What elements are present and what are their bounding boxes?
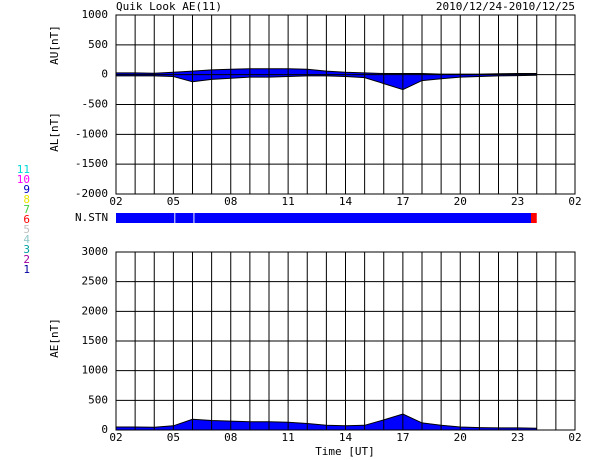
plot-frame [115, 14, 576, 195]
nstn-label: N.STN [75, 211, 108, 224]
y-tick-label: -2000 [75, 187, 108, 200]
station-label: 8 [23, 193, 30, 206]
date-range: 2010/12/24-2010/12/25 [436, 0, 575, 13]
x-tick-label: 11 [282, 431, 295, 444]
area-fill [116, 414, 537, 430]
y-tick-label: 500 [88, 38, 108, 51]
x-tick-label: 20 [454, 195, 467, 208]
x-axis-label: Time [UT] [315, 445, 375, 458]
y-axis-label: AU[nT] [48, 25, 61, 65]
x-tick-label: 08 [224, 195, 237, 208]
y-axis-label: AL[nT] [48, 112, 61, 152]
x-tick-label: 17 [396, 195, 409, 208]
x-tick-label: 11 [282, 195, 295, 208]
station-label: 7 [23, 203, 30, 216]
nstn-segment [531, 213, 537, 223]
y-tick-label: 0 [101, 423, 108, 436]
nstn-segment [116, 213, 175, 223]
plot-frame [115, 251, 576, 431]
x-tick-label: 08 [224, 431, 237, 444]
station-label: 5 [23, 223, 30, 236]
x-tick-label: 14 [339, 431, 353, 444]
x-tick-label: 05 [167, 195, 180, 208]
x-tick-label: 14 [339, 195, 353, 208]
y-tick-label: 500 [88, 393, 108, 406]
y-tick-label: 3000 [82, 245, 109, 258]
x-tick-label: 20 [454, 431, 467, 444]
y-tick-label: 1500 [82, 334, 109, 347]
x-tick-label: 02 [109, 195, 122, 208]
nstn-segment [194, 213, 532, 223]
y-tick-label: -1000 [75, 127, 108, 140]
y-tick-label: 2000 [82, 304, 109, 317]
x-tick-label: 05 [167, 431, 180, 444]
x-tick-label: 17 [396, 431, 409, 444]
station-label: 11 [17, 163, 30, 176]
y-tick-label: 1000 [82, 364, 109, 377]
y-tick-label: -1500 [75, 157, 108, 170]
nstn-segment [175, 213, 194, 223]
station-label: 6 [23, 213, 30, 226]
station-label: 1 [23, 263, 30, 276]
x-tick-label: 23 [511, 195, 524, 208]
y-tick-label: -500 [82, 98, 109, 111]
x-tick-label: 23 [511, 431, 524, 444]
station-label: 10 [17, 173, 30, 186]
y-axis-label: AE[nT] [48, 318, 61, 358]
x-tick-label: 02 [568, 195, 581, 208]
station-label: 2 [23, 253, 30, 266]
chart-title: Quik Look AE(11) [116, 0, 222, 13]
station-label: 3 [23, 243, 30, 256]
y-tick-label: 1000 [82, 8, 109, 21]
y-tick-label: 0 [101, 68, 108, 81]
station-label: 9 [23, 183, 30, 196]
x-tick-label: 02 [109, 431, 122, 444]
y-tick-label: 2500 [82, 275, 109, 288]
station-label: 4 [23, 233, 30, 246]
x-tick-label: 02 [568, 431, 581, 444]
